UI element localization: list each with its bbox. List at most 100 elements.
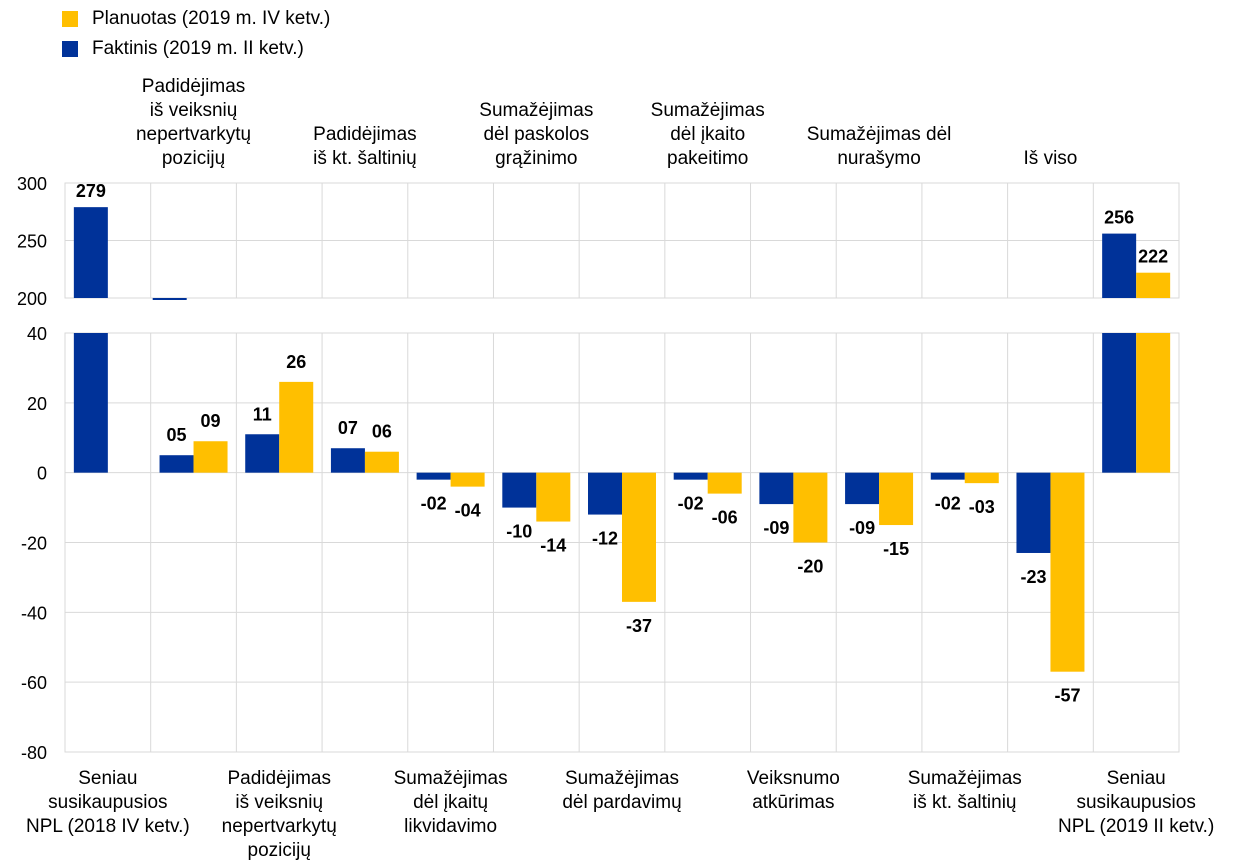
legend-swatch-faktinis xyxy=(62,41,78,57)
bottom-category-label: Sumažėjimas xyxy=(565,768,679,789)
data-label-faktinis: 07 xyxy=(338,418,358,438)
bar-planuotas-upper xyxy=(1136,272,1171,298)
data-label-planuotas: 09 xyxy=(201,411,221,431)
bar-planuotas xyxy=(364,451,399,473)
bar-planuotas xyxy=(622,472,656,602)
legend-label-faktinis: Faktinis (2019 m. II ketv.) xyxy=(92,38,304,59)
data-label-planuotas: -57 xyxy=(1054,686,1080,706)
data-label-planuotas: 222 xyxy=(1138,247,1168,267)
top-category-label: Padidėjimas xyxy=(313,124,417,145)
top-category-label: grąžinimo xyxy=(495,148,577,169)
data-label-faktinis: -10 xyxy=(506,522,532,542)
data-label-planuotas: -03 xyxy=(969,497,995,517)
top-category-label: Sumažėjimas xyxy=(479,100,593,121)
bar-faktinis xyxy=(759,472,794,505)
bottom-category-label: dėl pardavimų xyxy=(562,792,681,813)
data-label-faktinis: 279 xyxy=(76,181,106,201)
data-label-faktinis: -09 xyxy=(849,518,875,538)
data-label-faktinis: 256 xyxy=(1104,208,1134,228)
bar-faktinis xyxy=(845,472,880,505)
bottom-category-label: likvidavimo xyxy=(404,816,497,837)
bar-planuotas xyxy=(193,441,228,473)
top-category-label: pakeitimo xyxy=(667,148,748,169)
bar-planuotas xyxy=(879,472,914,526)
bottom-category-label: iš kt. šaltinių xyxy=(913,792,1016,813)
data-label-faktinis: -12 xyxy=(592,529,618,549)
legend-item-planuotas: Planuotas (2019 m. IV ketv.) xyxy=(62,4,330,34)
bar-faktinis xyxy=(588,472,622,515)
bar-faktinis-upper xyxy=(1102,233,1137,298)
top-category-label: dėl paskolos xyxy=(483,124,589,145)
bar-faktinis xyxy=(245,434,280,473)
data-label-faktinis: -02 xyxy=(421,494,447,514)
top-category-label: Iš viso xyxy=(1024,148,1078,169)
bar-planuotas xyxy=(1050,472,1085,672)
bottom-category-label: Sumažėjimas xyxy=(908,768,1022,789)
data-label-planuotas: -20 xyxy=(797,557,823,577)
bar-faktinis xyxy=(159,455,194,473)
y-tick-label: 20 xyxy=(27,394,47,414)
top-category-label: Sumažėjimas xyxy=(651,100,765,121)
legend-label-planuotas: Planuotas (2019 m. IV ketv.) xyxy=(92,8,331,29)
data-label-faktinis: -23 xyxy=(1020,567,1046,587)
bottom-category-label: atkūrimas xyxy=(752,792,834,813)
bar-planuotas xyxy=(793,472,828,543)
data-label-planuotas: -15 xyxy=(883,539,909,559)
bottom-category-label: Seniau xyxy=(1107,768,1166,789)
top-category-label: nurašymo xyxy=(837,148,920,169)
legend-item-faktinis: Faktinis (2019 m. II ketv.) xyxy=(62,34,330,64)
bar-planuotas xyxy=(964,472,999,484)
top-category-label: iš kt. šaltinių xyxy=(313,148,416,169)
top-category-label: dėl įkaito xyxy=(670,124,745,145)
y-tick-label: -60 xyxy=(21,673,47,693)
bottom-category-label: iš veiksnių xyxy=(235,792,323,813)
data-label-faktinis: -02 xyxy=(678,494,704,514)
y-tick-label: 40 xyxy=(27,324,47,344)
bottom-category-label: pozicijų xyxy=(248,840,311,861)
bottom-category-label: nepertvarkytų xyxy=(222,816,337,837)
y-tick-label: -40 xyxy=(21,603,47,623)
top-category-label: Padidėjimas xyxy=(142,76,246,97)
bottom-category-label: NPL (2018 IV ketv.) xyxy=(26,816,190,837)
data-label-faktinis: 05 xyxy=(167,425,187,445)
bottom-category-label: Seniau xyxy=(78,768,137,789)
bar-faktinis xyxy=(673,472,708,480)
bar-planuotas xyxy=(536,472,571,522)
data-label-planuotas: -06 xyxy=(712,508,738,528)
bar-faktinis xyxy=(1016,472,1051,553)
bar-planuotas xyxy=(279,381,314,473)
data-label-planuotas: 06 xyxy=(372,422,392,442)
y-tick-label: -20 xyxy=(21,534,47,554)
bar-faktinis xyxy=(330,448,365,473)
y-tick-label: 300 xyxy=(17,174,47,194)
bottom-category-label: dėl įkaitų xyxy=(413,792,488,813)
data-label-planuotas: -14 xyxy=(540,536,566,556)
legend: Planuotas (2019 m. IV ketv.) Faktinis (2… xyxy=(62,4,330,64)
data-label-planuotas: -04 xyxy=(455,501,481,521)
bar-faktinis xyxy=(502,472,537,508)
bar-faktinis-upper xyxy=(73,207,108,298)
bar-planuotas xyxy=(707,472,742,494)
y-tick-label: -80 xyxy=(21,743,47,763)
top-category-label: iš veiksnių xyxy=(150,100,238,121)
data-label-planuotas: -37 xyxy=(626,616,652,636)
bottom-category-label: susikaupusios xyxy=(48,792,167,813)
bottom-category-label: susikaupusios xyxy=(1076,792,1195,813)
bottom-category-label: NPL (2019 II ketv.) xyxy=(1058,816,1214,837)
bar-planuotas xyxy=(1136,333,1171,473)
y-tick-label: 200 xyxy=(17,289,47,309)
bar-faktinis xyxy=(1102,333,1137,473)
top-category-label: Sumažėjimas dėl xyxy=(807,124,952,145)
data-label-faktinis: -09 xyxy=(763,518,789,538)
bar-faktinis xyxy=(73,333,108,473)
data-label-faktinis: -02 xyxy=(935,494,961,514)
axis-break-stub xyxy=(152,298,187,300)
bottom-category-label: Padidėjimas xyxy=(227,768,331,789)
bar-planuotas xyxy=(450,472,485,487)
y-tick-label: 250 xyxy=(17,232,47,252)
top-category-label: pozicijų xyxy=(162,148,225,169)
y-tick-label: 0 xyxy=(37,464,47,484)
legend-swatch-planuotas xyxy=(62,11,78,27)
data-label-planuotas: 26 xyxy=(286,352,306,372)
data-label-faktinis: 11 xyxy=(253,404,272,424)
